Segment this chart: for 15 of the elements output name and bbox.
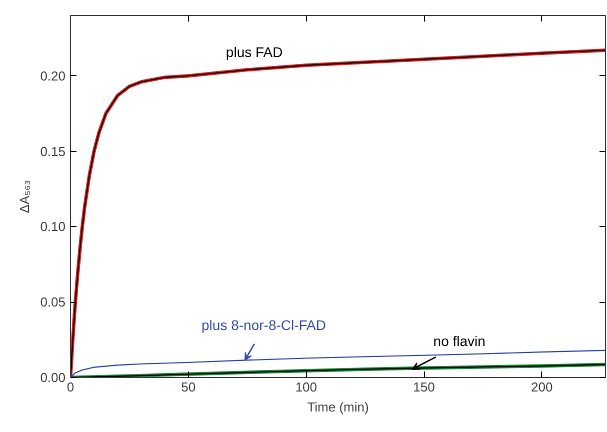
x-tick-label: 200: [531, 380, 553, 394]
y-tick-label: 0.05: [40, 294, 66, 310]
y-tick-label: 0.15: [40, 144, 66, 159]
annotation: no flavin: [433, 332, 486, 349]
x-tick-label: 0: [66, 380, 74, 394]
y-tick-label: 0.00: [40, 370, 66, 385]
x-tick-label: 100: [295, 380, 318, 394]
x-tick-label: 50: [181, 380, 196, 394]
annotation: plus 8-nor-8-Cl-FAD: [202, 317, 326, 334]
y-tick-label: 0.10: [40, 219, 66, 234]
y-axis-title: ΔA₅₆₃: [17, 180, 32, 214]
x-tick-label: 150: [413, 380, 435, 394]
annotation: plus FAD: [226, 44, 283, 60]
x-axis-title: Time (min): [307, 400, 369, 414]
y-tick-label: 0.20: [40, 68, 66, 84]
